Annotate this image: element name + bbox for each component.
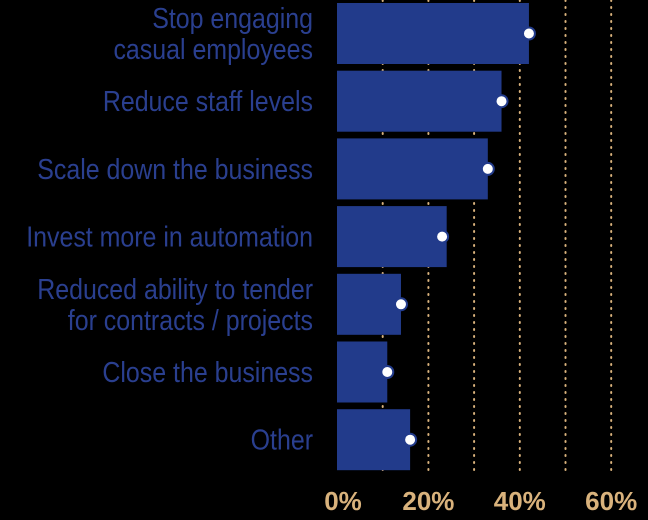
category-label: for contracts / projects — [68, 304, 313, 336]
category-label: Reduced ability to tender — [37, 273, 313, 305]
category-label: Stop engaging — [152, 2, 313, 34]
markers — [380, 26, 536, 447]
bar — [337, 70, 502, 132]
marker — [435, 229, 450, 244]
x-tick-label: 60% — [585, 486, 637, 516]
marker — [480, 161, 495, 176]
category-label: Close the business — [102, 356, 313, 388]
marker — [403, 432, 418, 447]
category-label: Invest more in automation — [26, 221, 313, 253]
marker — [380, 365, 395, 379]
marker — [494, 94, 509, 109]
category-label: Reduce staff levels — [103, 85, 313, 117]
bars — [337, 3, 529, 471]
x-tick-label: 0% — [324, 486, 362, 516]
marker — [521, 26, 536, 41]
bar — [337, 206, 447, 268]
category-label: Other — [251, 424, 313, 456]
x-tick-label: 20% — [402, 486, 454, 516]
bar — [337, 138, 488, 200]
bar — [337, 409, 411, 471]
bar — [337, 341, 388, 403]
x-tick-labels: 0% 20% 40% 60% — [324, 486, 637, 516]
marker — [393, 297, 408, 312]
bar — [337, 273, 401, 335]
bar — [337, 3, 529, 64]
category-label: casual employees — [113, 33, 313, 65]
x-tick-label: 40% — [494, 486, 546, 516]
category-label: Scale down the business — [37, 153, 313, 185]
